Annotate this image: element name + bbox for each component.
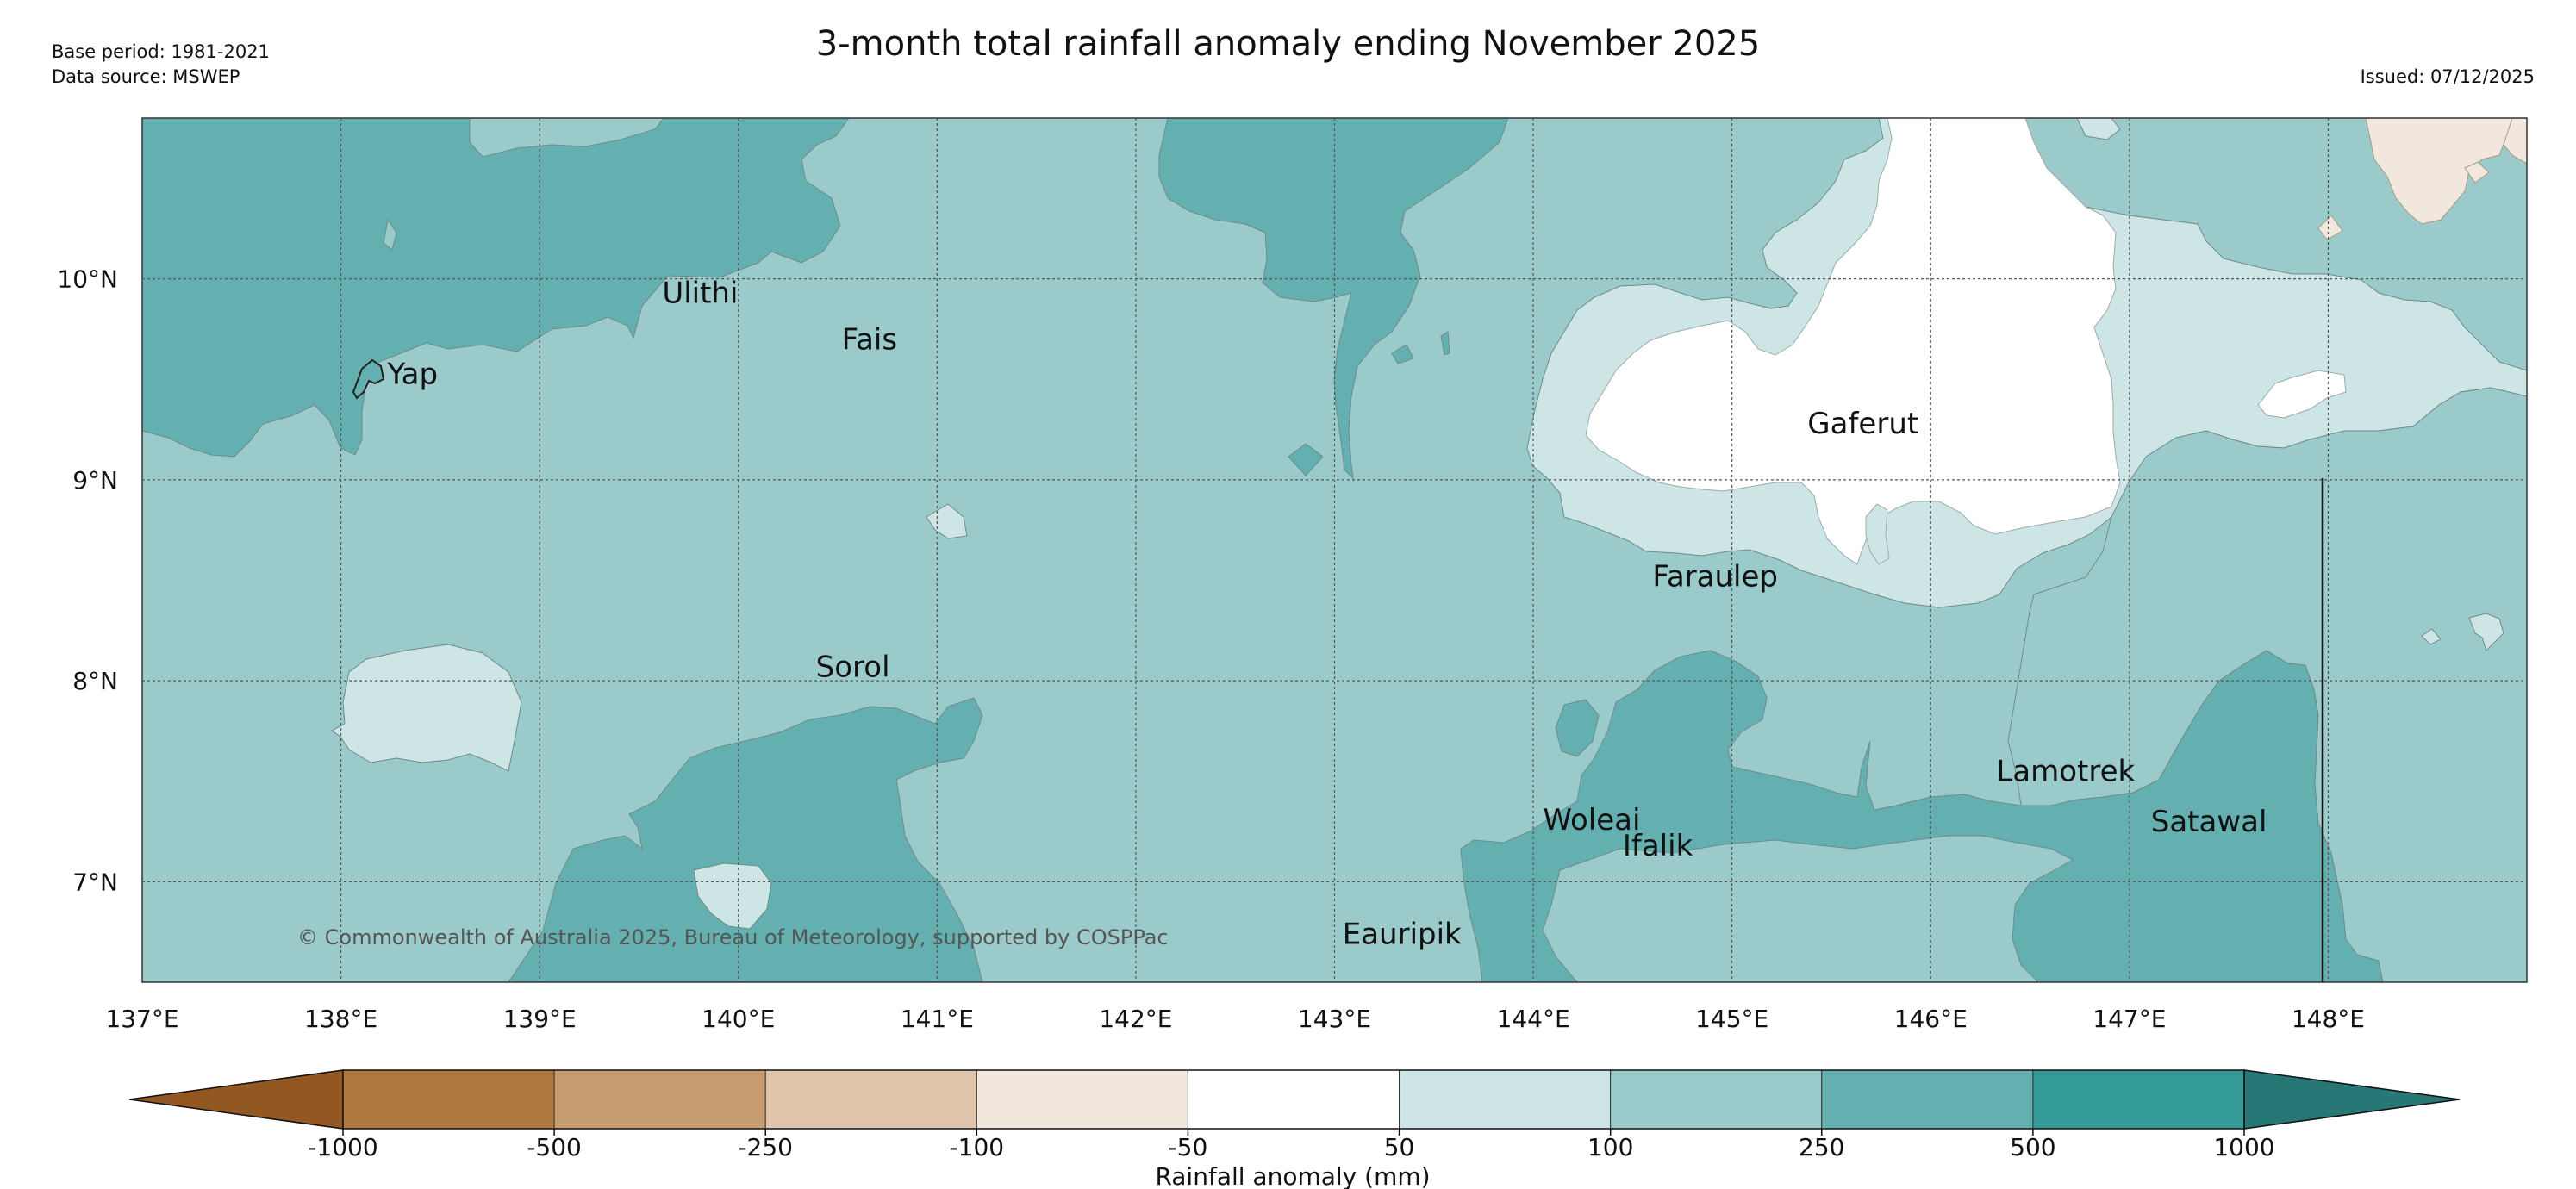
anomaly-islet-patch-1 [1288,443,1324,476]
lon-tick-label: 147°E [2093,1005,2166,1033]
lat-tick-label: 8°N [72,667,118,695]
colorbar-high-extension [2243,1069,2461,1130]
anomaly-50-100-east-islet-2 [2421,628,2442,645]
colorbar: -1000 -500 -250 -100 -50 50 100 250 500 1000 [128,1069,2461,1161]
colorbar-label: Rainfall anomaly (mm) [1155,1162,1430,1189]
colorbar-bin [764,1069,977,1130]
lon-tick-label: 143°E [1298,1005,1371,1033]
base-period-label: Base period: 1981-2021 [52,41,270,62]
anomaly-250-500-south-central [508,697,983,982]
colorbar-tick-label: -50 [1169,1133,1208,1161]
place-label-woleai: Woleai [1543,803,1640,837]
place-label-ifalik: Ifalik [1623,829,1693,863]
anomaly-250-500-northwest [142,118,850,458]
colorbar-bin [342,1069,555,1130]
colorbar-bin [976,1069,1188,1130]
graticule [142,118,2527,982]
colorbar-tick-label: 50 [1384,1133,1415,1161]
colorbar-bin [1821,1069,2034,1130]
lon-tick-label: 142°E [1099,1005,1172,1033]
place-label-sorol: Sorol [816,650,890,684]
colorbar-bin [1610,1069,1823,1130]
anomaly-100-250-notch [469,118,664,158]
data-source-label: Data source: MSWEP [52,66,240,87]
lon-tick-label: 148°E [2292,1005,2365,1033]
lon-tick-label: 137°E [105,1005,178,1033]
colorbar-tick-label: 100 [1587,1133,1633,1161]
lon-tick-label: 141°E [901,1005,974,1033]
colorbar-tick-label: -100 [950,1133,1005,1161]
colorbar-bin [2032,1069,2245,1130]
colorbar-tick-label: -500 [527,1133,582,1161]
colorbar-bin [1187,1069,1400,1130]
map-title: 3-month total rainfall anomaly ending No… [815,24,1761,64]
anomaly-neg-50-100-islet-2 [2317,215,2343,240]
lon-tick-label: 146°E [1894,1005,1968,1033]
lat-tick-label: 10°N [57,265,118,294]
longitude-labels: 137°E 138°E 139°E 140°E 141°E 142°E 143°E 144°E… [105,1005,2365,1033]
lon-tick-label: 138°E [304,1005,377,1033]
colorbar-bin [1399,1069,1612,1130]
anomaly-50-100-corner [2076,118,2121,140]
anomaly-small-patch [383,218,397,251]
place-label-satawal: Satawal [2151,805,2267,839]
colorbar-tick-label: -250 [738,1133,793,1161]
anomaly-neg-50-100-north [2365,118,2513,225]
anomaly-islet-patch-4 [1555,699,1600,757]
anomaly-250-500-central [1158,118,1509,480]
anomaly-100-250-east [2007,387,2527,982]
anomaly-50-100-west [331,644,522,772]
place-label-fais: Fais [842,322,897,357]
lon-tick-label: 139°E [503,1005,577,1033]
place-label-ulithi: Ulithi [662,277,738,311]
yap-island-outline [352,358,385,400]
anomaly-neutral-region [1585,118,2121,565]
place-label-yap: Yap [387,358,439,392]
anomaly-islet-patch-2 [1391,344,1414,364]
colorbar-frame [342,1069,2245,1130]
anomaly-islet-patch-3 [1440,331,1450,356]
place-label-gaferut: Gaferut [1807,407,1918,441]
issued-date-label: Issued: 07/12/2025 [2360,66,2535,87]
colorbar-tick-label: -1000 [308,1133,377,1161]
lon-tick-label: 144°E [1497,1005,1570,1033]
colorbar-tick-label: 500 [2010,1133,2055,1161]
lon-tick-label: 140°E [702,1005,775,1033]
place-label-lamotrek: Lamotrek [1996,755,2135,789]
place-labels: Yap Ulithi Fais Sorol Gaferut Faraulep WoleaiI… [387,277,2267,952]
anomaly-neutral-islet [2257,370,2347,419]
anomaly-50-100-south-central [693,862,772,930]
anomaly-50-100-east-islet-1 [2468,613,2504,651]
colorbar-tick-label: 250 [1799,1133,1844,1161]
lon-tick-label: 145°E [1695,1005,1768,1033]
anomaly-neg-50-100-corner [2503,118,2527,165]
place-label-eauripik: Eauripik [1343,918,1462,952]
colorbar-low-extension [128,1069,344,1130]
lat-tick-label: 7°N [72,868,118,896]
island-outlines [352,358,2324,982]
colorbar-bin [553,1069,766,1130]
copyright-notice: © Commonwealth of Australia 2025, Bureau… [297,925,1169,949]
colorbar-tick-label: 1000 [2213,1133,2274,1161]
lat-tick-label: 9°N [72,466,118,495]
anomaly-neg-50-100-islet-1 [2464,161,2490,184]
place-label-faraulep: Faraulep [1652,559,1778,594]
latitude-labels: 10°N 9°N 8°N 7°N [57,265,118,897]
anomaly-50-100-inlet [1865,503,1890,565]
